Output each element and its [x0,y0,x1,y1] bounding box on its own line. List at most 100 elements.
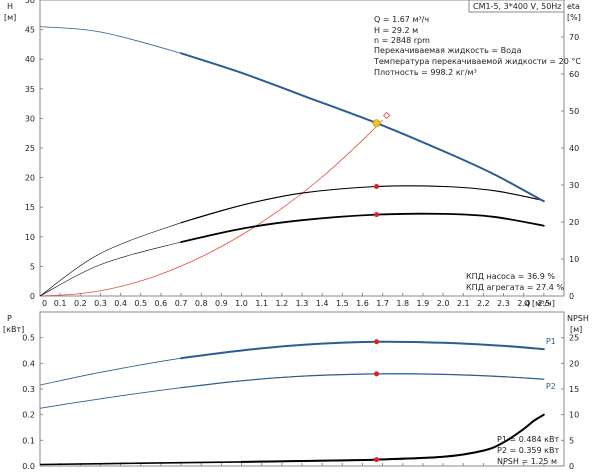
eta-tick-label: 0 [569,292,574,301]
npsh-tick-label: 5 [569,436,574,445]
duty-point [374,457,380,463]
x-tick-label: 0.4 [114,299,127,308]
x-tick-label: 2.0 [437,299,450,308]
npsh-tick-label: 20 [569,359,579,368]
p-axis-unit: [кВт] [3,325,24,334]
info-line: Перекачиваемая жидкость = Вода [374,46,522,55]
p-tick-label: 0.2 [22,411,35,420]
x-tick-label: 0 [42,299,47,308]
top-plot-frame [39,0,565,297]
p-axis-label: P [7,314,12,323]
duty-info: Q = 1.67 м³/ч H = 29.2 м n = 2848 rpm Пе… [373,15,581,77]
eta-axis-unit: [%] [567,13,581,22]
x-tick-label: 1.4 [316,299,329,308]
x-tick-label: 0.5 [134,299,147,308]
duty-point [374,371,380,377]
duty-point-marker [372,119,381,127]
duty-point [374,183,380,189]
curves-layer: P1 P2 [39,26,556,466]
h-tick-label: 40 [25,55,35,64]
x-tick-label: 1.7 [376,299,389,308]
ticks-layer: 0 0.1 0.2 0.3 0.4 0.5 0.6 0.7 0.8 0.9 1.0 1.1 1.2 1.3… [22,0,579,471]
npsh-tick-label: 15 [569,385,579,394]
h-tick-label: 15 [25,203,35,212]
x-tick-label: 2.3 [497,299,510,308]
power-line: NPSH = 1.25 м [497,457,557,466]
q-axis-label: Q [524,299,530,308]
h-axis-unit: [м] [4,13,16,22]
npsh-tick-label: 10 [569,411,579,420]
x-tick-label: 1.6 [356,299,369,308]
eta-tick-label: 50 [569,107,579,116]
x-tick-label: 1.0 [235,299,248,308]
system-curve [39,119,383,297]
h-tick-label: 35 [25,85,35,94]
info-line: Плотность = 998.2 кг/м³ [374,68,477,77]
npsh-curve-operating [240,413,545,463]
eta-unit-curve-operating [180,212,545,243]
eta-tick-label: 10 [569,255,579,264]
duty-point [374,212,380,218]
head-curve-operating [180,52,545,203]
npsh-tick-label: 25 [569,334,579,343]
x-tick-label: 0.7 [175,299,188,308]
npsh-axis-unit: [м] [570,325,582,334]
eta-tick-label: 70 [569,33,579,42]
p1-curve [39,341,544,386]
x-tick-label: 1.3 [296,299,309,308]
x-tick-label: 0.9 [215,299,228,308]
info-line: H = 29.2 м [374,26,418,35]
h-tick-label: 30 [25,114,35,123]
p-tick-label: 0.5 [22,334,35,343]
efficiency-info: КПД насоса = 36.9 % КПД агрегата = 27.4 … [466,272,564,292]
h-tick-label: 25 [25,144,35,153]
info-line: n = 2848 rpm [374,36,430,45]
pump-title-box [468,0,565,13]
power-line: P2 = 0.359 кВт [497,446,559,455]
h-tick-label: 50 [25,0,35,5]
pump-title: CM1-5, 3*400 V, 50Hz [473,2,562,11]
q-axis-unit: [м³/ч] [532,299,555,308]
eta-tick-label: 60 [569,70,579,79]
target-point [383,111,391,120]
x-tick-label: 1.5 [336,299,349,308]
x-tick-label: 2.2 [477,299,490,308]
x-tick-label: 0.6 [155,299,168,308]
x-tick-label: 1.1 [255,299,268,308]
p-tick-label: 0.4 [22,359,35,368]
x-tick-label: 2.5 [537,299,550,308]
x-tick-label: 0.2 [74,299,87,308]
series-label: P2 [546,382,556,391]
duty-point [374,339,380,345]
info-line: Температура перекачиваемой жидкости = 20… [373,57,581,66]
p1-curve-operating [180,340,545,360]
series-label: P1 [546,337,556,346]
h-tick-label: 45 [25,26,35,35]
x-tick-label: 1.9 [417,299,430,308]
npsh-curve [39,414,545,466]
x-tick-label: 0.3 [94,299,107,308]
h-tick-label: 5 [30,262,35,271]
power-info: P1 = 0.484 кВт P2 = 0.359 кВт NPSH = 1.2… [497,435,559,466]
eta-tick-label: 40 [569,144,579,153]
p2-curve-operating [180,373,545,389]
x-tick-label: 1.8 [396,299,409,308]
points-layer [372,111,391,463]
eta-tick-label: 20 [569,218,579,227]
eff-line: КПД агрегата = 27.4 % [466,283,564,292]
x-tick-label: 2.1 [457,299,470,308]
power-line: P1 = 0.484 кВт [497,435,559,444]
x-tick-label: 1.2 [275,299,288,308]
x-tick-label: 0.1 [54,299,67,308]
eff-line: КПД насоса = 36.9 % [466,272,555,281]
info-line: Q = 1.67 м³/ч [374,15,429,24]
p-tick-label: 0.0 [22,462,35,471]
p-tick-label: 0.1 [22,436,35,445]
eta-tick-label: 30 [569,181,579,190]
npsh-axis-label: NPSH [567,314,589,323]
p2-curve [39,373,544,409]
npsh-tick-label: 0 [569,462,574,471]
eta-axis-label: eta [567,2,580,11]
h-tick-label: 10 [25,233,35,242]
